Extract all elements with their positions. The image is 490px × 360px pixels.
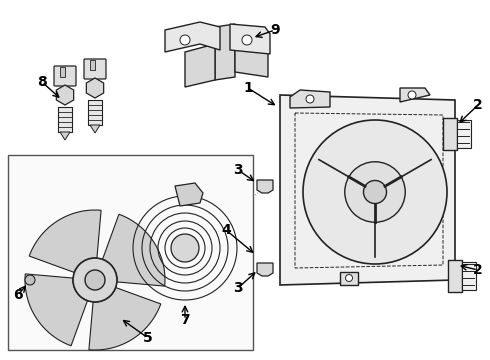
- Polygon shape: [185, 44, 215, 87]
- Polygon shape: [90, 125, 100, 133]
- Bar: [462, 262, 476, 290]
- Text: 9: 9: [270, 23, 280, 37]
- Polygon shape: [175, 183, 203, 206]
- Polygon shape: [29, 210, 101, 273]
- Circle shape: [180, 35, 190, 45]
- Bar: [90, 60, 95, 70]
- Text: 6: 6: [13, 288, 23, 302]
- Circle shape: [306, 95, 314, 103]
- Text: 1: 1: [243, 81, 253, 95]
- Polygon shape: [290, 90, 330, 108]
- Circle shape: [408, 91, 416, 99]
- Text: 7: 7: [180, 313, 190, 327]
- Polygon shape: [25, 274, 88, 346]
- Polygon shape: [56, 85, 74, 105]
- Polygon shape: [215, 24, 235, 80]
- Bar: [457, 120, 471, 148]
- Polygon shape: [86, 78, 104, 98]
- Polygon shape: [230, 24, 270, 54]
- Text: 5: 5: [143, 331, 153, 345]
- Text: 3: 3: [233, 281, 243, 295]
- Bar: [443, 118, 457, 150]
- Bar: [88, 100, 102, 125]
- Polygon shape: [340, 272, 358, 285]
- Text: 3: 3: [233, 163, 243, 177]
- Polygon shape: [60, 132, 70, 140]
- Polygon shape: [257, 263, 273, 276]
- Circle shape: [171, 234, 199, 262]
- Polygon shape: [102, 214, 165, 286]
- Circle shape: [85, 270, 105, 290]
- FancyBboxPatch shape: [84, 59, 106, 79]
- Text: 2: 2: [473, 263, 483, 277]
- Polygon shape: [89, 288, 161, 350]
- Circle shape: [303, 120, 447, 264]
- Polygon shape: [165, 22, 220, 52]
- Circle shape: [73, 258, 117, 302]
- Polygon shape: [280, 95, 455, 285]
- Text: 8: 8: [37, 75, 47, 89]
- Bar: [60, 67, 65, 77]
- Text: 4: 4: [221, 223, 231, 237]
- Polygon shape: [257, 180, 273, 193]
- Circle shape: [364, 180, 387, 203]
- FancyBboxPatch shape: [54, 66, 76, 86]
- Bar: [8, 155, 253, 350]
- Bar: [58, 107, 72, 132]
- Polygon shape: [400, 88, 430, 102]
- Text: 2: 2: [473, 98, 483, 112]
- Circle shape: [345, 274, 352, 282]
- Bar: [448, 260, 462, 292]
- Circle shape: [25, 275, 35, 285]
- Circle shape: [242, 35, 252, 45]
- Circle shape: [345, 162, 405, 222]
- Polygon shape: [235, 40, 268, 77]
